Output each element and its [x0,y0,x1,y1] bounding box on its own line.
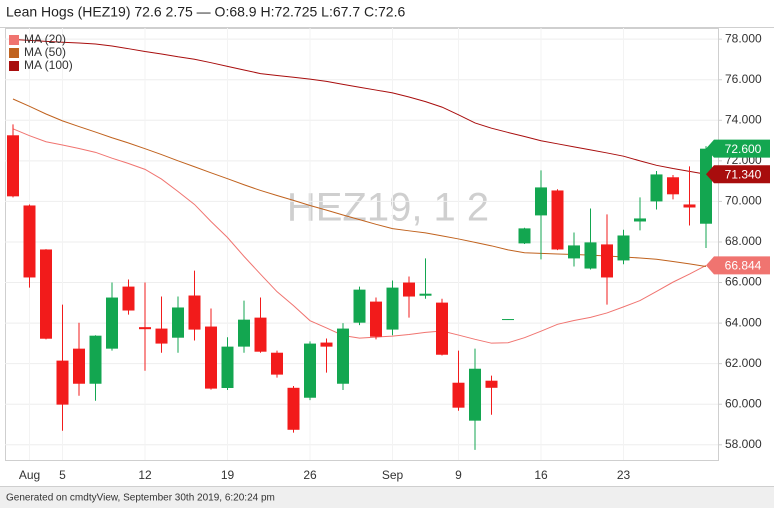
candle-body [238,319,250,347]
candle-body [221,346,234,388]
price-tag-box [706,139,770,158]
ma-line [12,39,707,175]
candle-body [287,387,300,430]
candle-body [700,148,712,224]
ma-line [12,128,707,344]
legend-swatch [9,48,19,58]
candle-body [122,286,135,311]
candle-body [650,174,663,202]
x-tick-label: 23 [617,468,631,482]
candle-body [139,327,151,330]
candle-body [23,205,36,278]
candle-body [551,190,564,250]
candle-body [469,368,481,421]
x-tick-label: 19 [221,468,235,482]
candle-body [271,352,283,375]
candle-body [320,342,333,347]
price-tag-box [706,256,770,275]
legend-swatch [9,35,19,45]
candle-body [254,317,267,352]
x-tick-label: 9 [455,468,462,482]
x-tick-label: 5 [59,468,66,482]
candle-body [205,326,217,389]
candle-body [568,245,580,259]
chart-title: Lean Hogs (HEZ19) 72.6 2.75 — O:68.9 H:7… [6,4,405,20]
candle-body [419,293,432,296]
candle-body [73,348,85,384]
candle-body [667,177,679,195]
candle-body [188,295,201,330]
y-tick-label: 78.000 [725,31,762,45]
x-tick-label: 16 [534,468,548,482]
price-tag: 66.844 [706,256,770,275]
y-tick-label: 64.000 [725,315,762,329]
price-tag: 71.340 [706,165,770,184]
candle-body [40,249,52,339]
footer-text: Generated on cmdtyView, September 30th 2… [6,493,275,504]
legend-label: MA (20) [24,32,66,46]
y-tick-label: 68.000 [725,234,762,248]
price-tag: 72.600 [706,139,770,158]
candle-body [89,335,102,384]
candle-body [403,282,415,297]
candle-body [7,135,19,197]
candle-body [56,360,69,405]
plot-frame [5,28,719,461]
candle-body [634,218,646,222]
x-tick-label: Sep [382,468,404,482]
candle-body [304,343,316,398]
price-tag-label: 72.600 [725,142,762,156]
candle-body [172,307,184,338]
x-tick-label: 12 [138,468,152,482]
footer-bar [0,487,774,508]
price-tag-label: 71.340 [725,167,762,181]
legend-label: MA (100) [24,58,73,72]
y-tick-label: 58.000 [725,437,762,451]
candle-body [353,289,366,323]
y-tick-label: 66.000 [725,275,762,289]
candle-body [452,382,465,408]
candle-body [683,204,696,208]
candle-body [617,235,630,261]
y-tick-label: 74.000 [725,112,762,126]
candle-body [370,301,382,337]
y-tick-label: 60.000 [725,396,762,410]
x-tick-label: 26 [303,468,317,482]
watermark: HEZ19, 1 2 [287,186,489,230]
price-tag-box [706,165,770,184]
candle-body [601,244,613,278]
candle-body [502,319,514,321]
price-tag-label: 66.844 [725,259,762,273]
x-tick-label: Aug [19,468,40,482]
candle-body [485,380,498,388]
candle-body [518,228,531,244]
legend-swatch [9,61,19,71]
y-tick-label: 70.000 [725,194,762,208]
candle-body [155,328,168,344]
y-tick-label: 62.000 [725,356,762,370]
y-tick-label: 76.000 [725,72,762,86]
candle-body [584,242,597,269]
candle-body [106,297,118,349]
candle-body [436,302,448,355]
legend-label: MA (50) [24,45,66,59]
candle-body [386,287,399,330]
candle-body [337,328,349,384]
candle-body [535,187,547,216]
